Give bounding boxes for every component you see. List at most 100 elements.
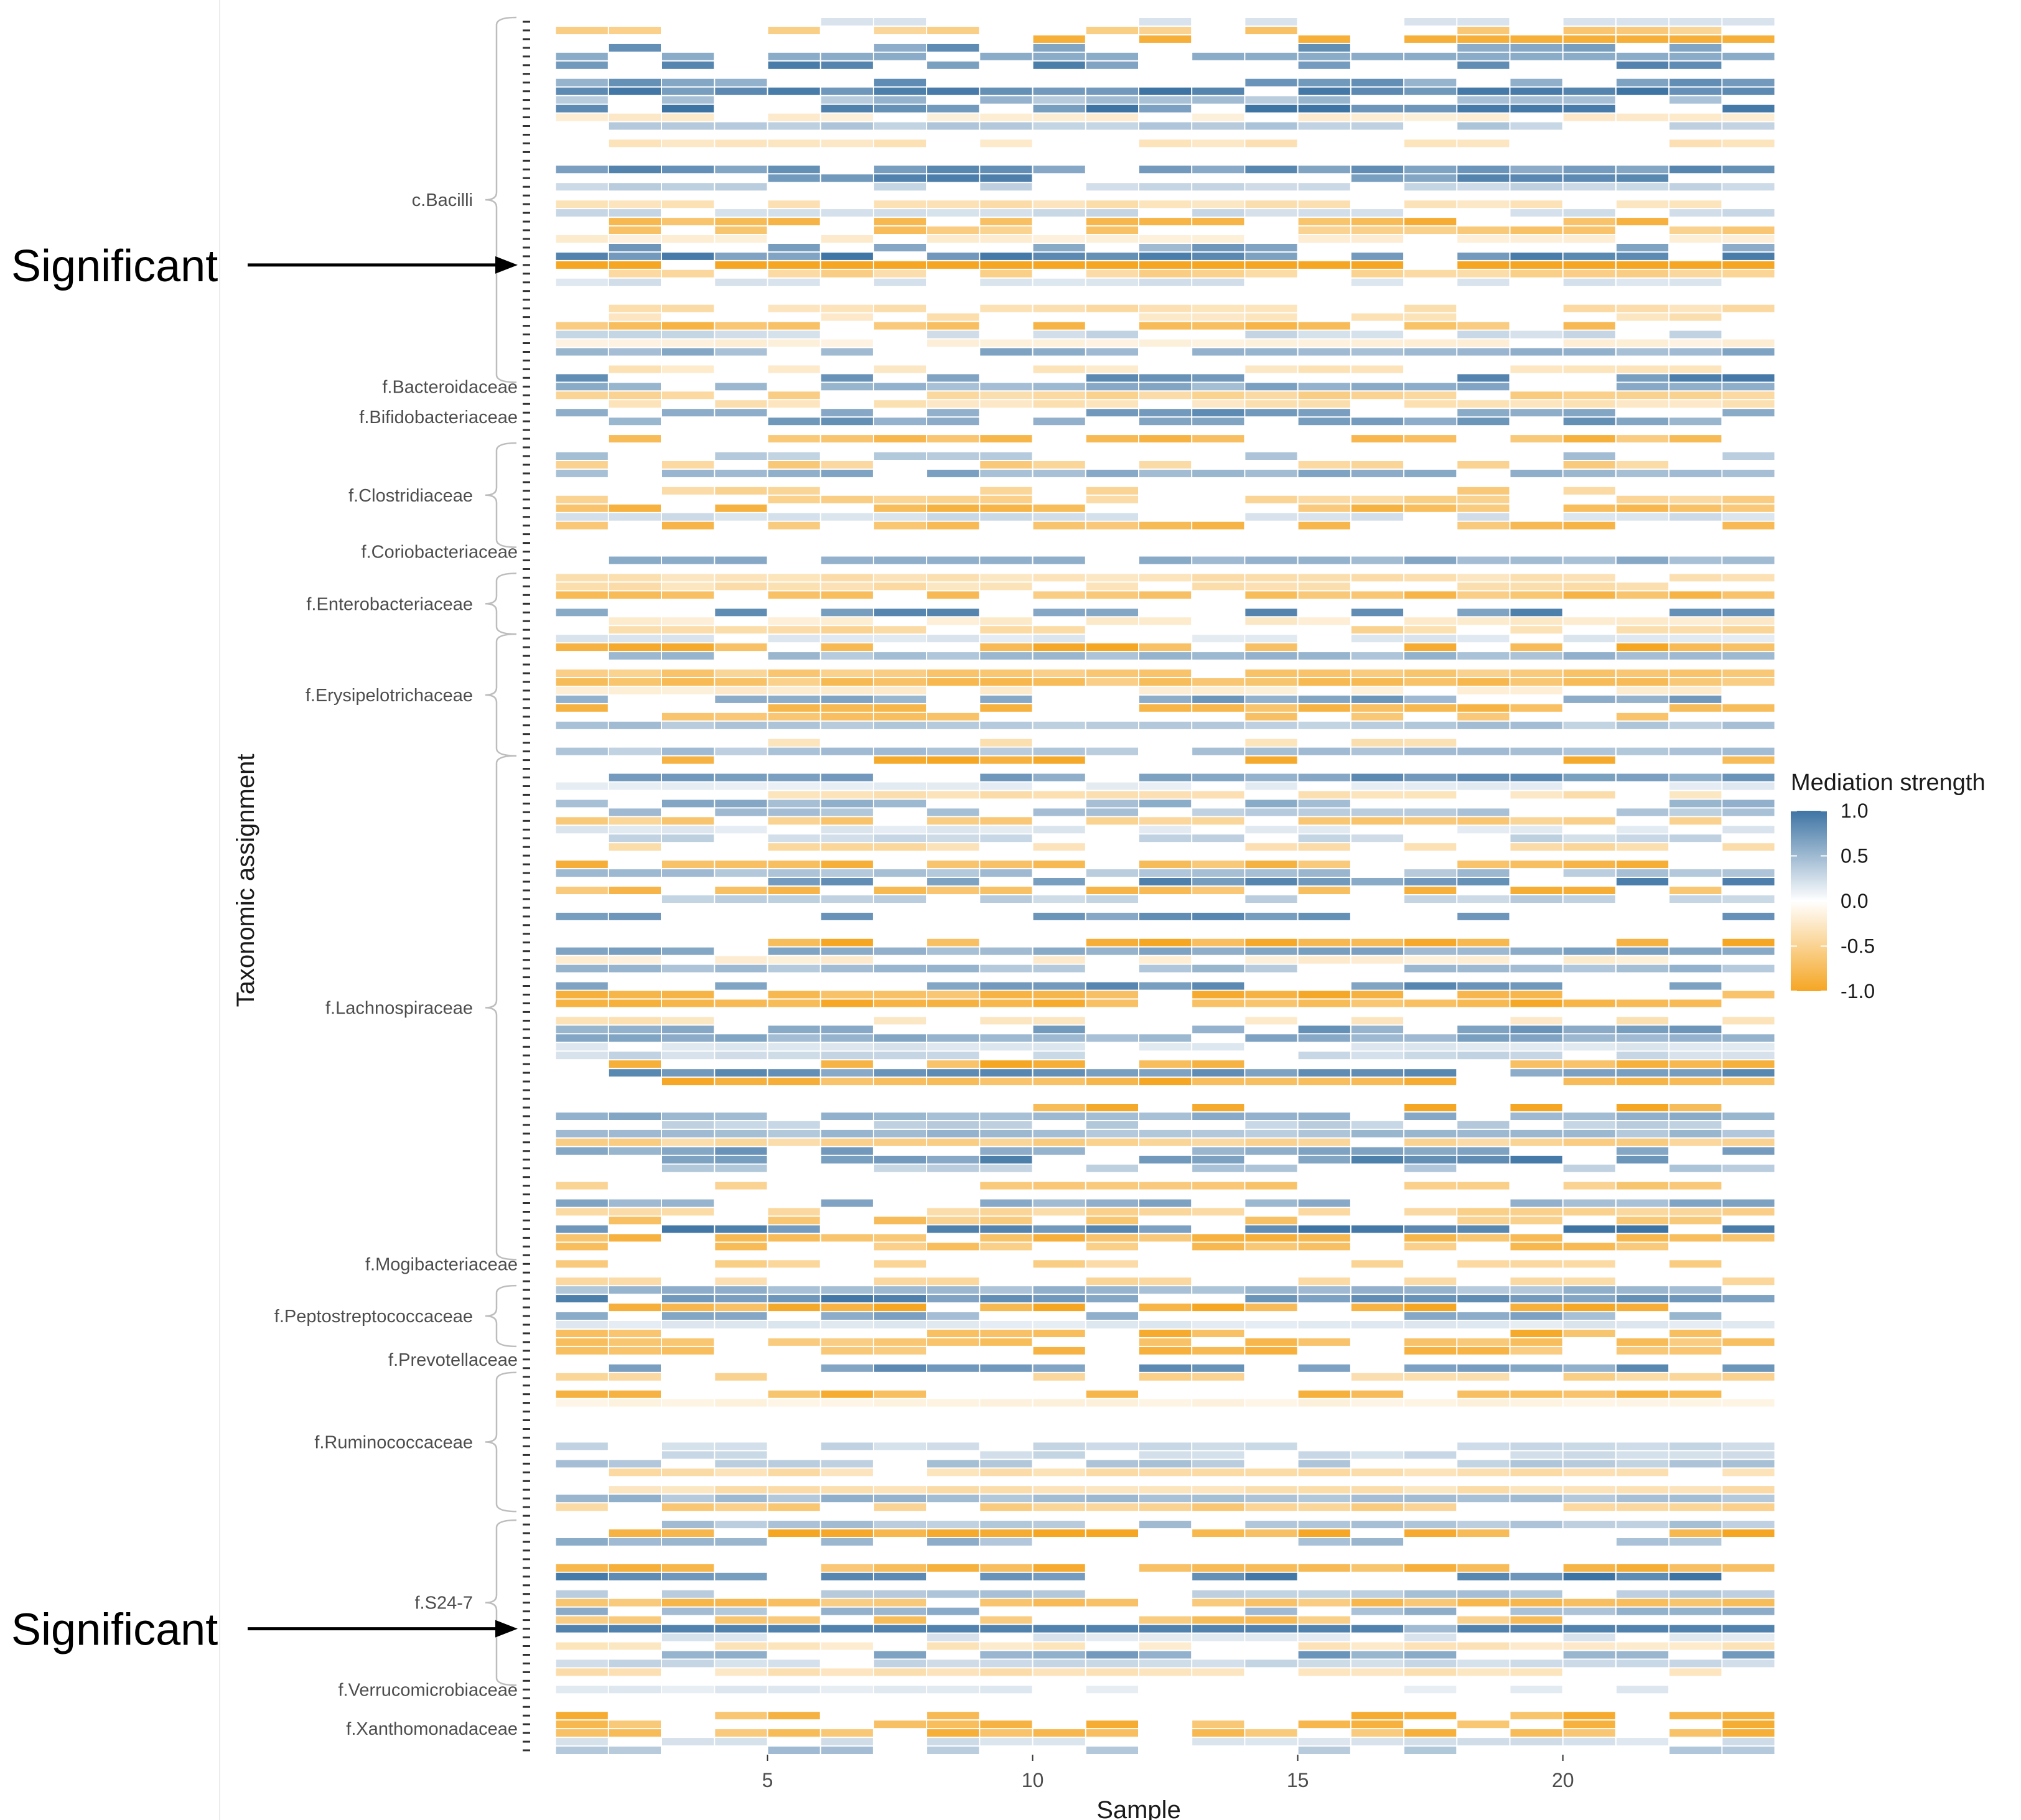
heatmap-cell <box>715 1295 767 1303</box>
heatmap-cell <box>927 826 979 834</box>
heatmap-cell <box>662 817 714 825</box>
heatmap-cell <box>1192 1321 1244 1328</box>
heatmap-cell <box>1669 200 1722 208</box>
heatmap-cell <box>1457 1572 1510 1580</box>
heatmap-cell <box>1617 513 1669 521</box>
heatmap-cell <box>821 991 873 999</box>
heatmap-cell <box>609 1321 661 1328</box>
heatmap-cell <box>1457 521 1510 530</box>
heatmap-cell <box>1033 1234 1085 1242</box>
heatmap-cell <box>1033 1260 1085 1268</box>
heatmap-cell <box>1192 218 1244 226</box>
heatmap-cell <box>1404 1304 1457 1312</box>
heatmap-cell <box>609 330 661 338</box>
heatmap-cell <box>1722 374 1775 382</box>
heatmap-cell <box>1139 861 1192 869</box>
heatmap-cell <box>1245 1182 1297 1190</box>
heatmap-cell <box>1298 1121 1350 1129</box>
heatmap-cell <box>1510 1390 1562 1398</box>
heatmap-cell <box>1245 348 1297 356</box>
heatmap-cell <box>821 704 873 712</box>
heatmap-cell <box>1139 704 1192 712</box>
heatmap-cell <box>980 582 1032 590</box>
heatmap-cell <box>1351 1642 1404 1650</box>
heatmap-cell <box>1563 1598 1615 1607</box>
group-bracket <box>485 1371 517 1513</box>
heatmap-cell <box>715 183 767 191</box>
heatmap-cell <box>1298 834 1350 842</box>
heatmap-cell <box>715 1373 767 1381</box>
heatmap-cell <box>1617 1216 1669 1225</box>
heatmap-cell <box>874 139 926 147</box>
heatmap-cell <box>927 409 979 417</box>
heatmap-cell <box>980 817 1032 825</box>
heatmap-cell <box>1404 1113 1457 1120</box>
heatmap-cell <box>1722 521 1775 530</box>
heatmap-cell <box>1298 670 1350 677</box>
heatmap-cell <box>1457 1225 1510 1233</box>
heatmap-cell <box>1086 1686 1138 1694</box>
heatmap-cell <box>1086 1729 1138 1737</box>
heatmap-cell <box>1722 105 1775 113</box>
heatmap-cell <box>1192 861 1244 869</box>
heatmap-cell <box>1033 895 1085 903</box>
heatmap-cell <box>1033 105 1085 113</box>
heatmap-cell <box>821 1147 873 1155</box>
heatmap-cell <box>1033 991 1085 999</box>
heatmap-cell <box>1617 643 1669 651</box>
heatmap-cell <box>980 218 1032 226</box>
heatmap-cell <box>821 1155 873 1164</box>
heatmap-cell <box>1351 261 1404 269</box>
heatmap-cell <box>1086 652 1138 660</box>
heatmap-cell <box>609 991 661 999</box>
heatmap-cell <box>1669 1590 1722 1598</box>
heatmap-cell <box>1192 1572 1244 1580</box>
heatmap-cell <box>662 122 714 130</box>
heatmap-cell <box>1617 808 1669 816</box>
heatmap-cell <box>768 999 820 1007</box>
heatmap-cell <box>980 1286 1032 1294</box>
heatmap-cell <box>1457 609 1510 617</box>
x-tick-label: 15 <box>1287 1769 1309 1791</box>
heatmap-cell <box>821 269 873 278</box>
heatmap-cell <box>874 1312 926 1320</box>
heatmap-cell <box>556 1712 608 1720</box>
heatmap-cell <box>1192 1025 1244 1034</box>
heatmap-cell <box>1510 721 1562 729</box>
significant-label: Significant <box>11 241 218 291</box>
divider-line <box>219 0 220 1820</box>
heatmap-cell <box>1245 1295 1297 1303</box>
heatmap-cell <box>1351 209 1404 217</box>
heatmap-cell <box>1192 1060 1244 1068</box>
heatmap-cell <box>1617 252 1669 260</box>
heatmap-cell <box>1245 556 1297 564</box>
heatmap-cell <box>980 982 1032 990</box>
heatmap-cell <box>1192 252 1244 260</box>
heatmap-cell <box>1351 1121 1404 1129</box>
heatmap-cell <box>1669 652 1722 660</box>
heatmap-cell <box>1139 18 1192 26</box>
heatmap-cell <box>1298 878 1350 885</box>
heatmap-cell <box>1192 964 1244 973</box>
heatmap-cell <box>980 1069 1032 1077</box>
heatmap-cell <box>1457 878 1510 885</box>
heatmap-cell <box>556 678 608 686</box>
heatmap-cell <box>1722 773 1775 782</box>
heatmap-cell <box>1245 826 1297 834</box>
heatmap-cell <box>1245 1529 1297 1537</box>
heatmap-cell <box>1617 1017 1669 1025</box>
heatmap-cell <box>768 834 820 842</box>
heatmap-cell <box>715 773 767 782</box>
heatmap-cell <box>874 756 926 764</box>
heatmap-cell <box>980 226 1032 234</box>
heatmap-cell <box>874 365 926 373</box>
heatmap-cell <box>1033 964 1085 973</box>
heatmap-cell <box>662 556 714 564</box>
heatmap-cell <box>821 591 873 599</box>
heatmap-cell <box>1669 261 1722 269</box>
heatmap-cell <box>662 1521 714 1529</box>
family-label: f.Enterobacteriaceae <box>306 594 473 614</box>
heatmap-cell <box>1404 1399 1457 1407</box>
heatmap-cell <box>874 226 926 234</box>
family-label: f.Coriobacteriaceae <box>362 543 518 562</box>
